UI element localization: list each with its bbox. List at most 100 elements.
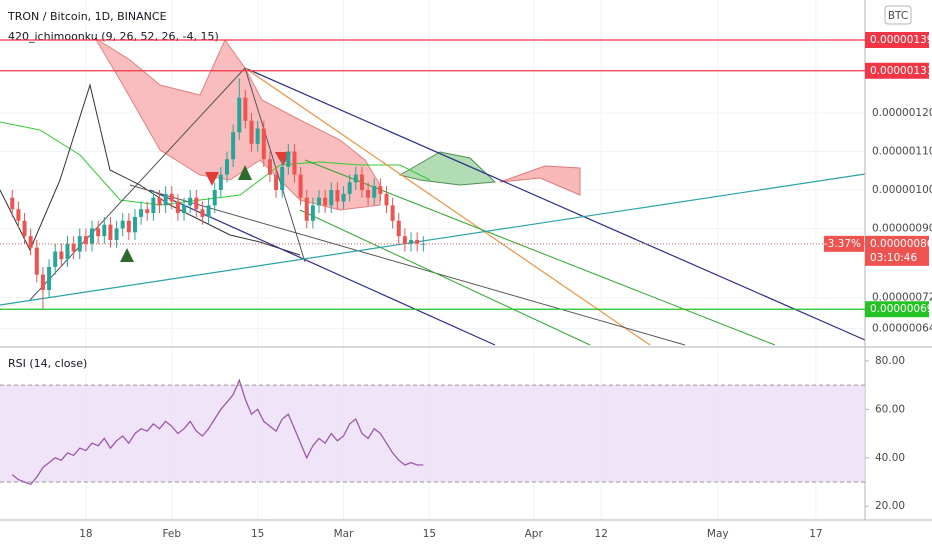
candle-body — [359, 174, 364, 190]
price-change: -3.37% — [824, 238, 861, 250]
y-tick-label: 0.00000110 — [872, 146, 932, 158]
price-label: 0.00000131 — [870, 65, 932, 77]
x-tick-label: 12 — [595, 528, 608, 540]
x-tick-label: 17 — [809, 528, 822, 540]
candle-body — [59, 251, 64, 260]
trendline — [244, 67, 306, 263]
rsi-line — [11, 378, 424, 486]
candle-body — [34, 247, 39, 275]
candle-body — [353, 174, 358, 183]
candle-body — [243, 97, 248, 121]
candle-body — [372, 186, 377, 198]
candle-body — [317, 197, 322, 206]
rsi-title: RSI (14, close) — [8, 357, 87, 370]
trendline — [29, 67, 246, 301]
candle-body — [40, 274, 45, 290]
trendline — [129, 184, 686, 346]
x-tick-label: May — [707, 528, 729, 540]
x-tick-label: 15 — [423, 528, 436, 540]
candle-body — [96, 228, 101, 237]
x-tick-label: 18 — [79, 528, 92, 540]
x-tick-label: Mar — [334, 528, 354, 540]
candle-body — [255, 128, 260, 144]
candle-body — [366, 190, 371, 198]
y-tick-label: 0.00000090 — [872, 222, 932, 234]
currency[interactable]: BTC — [888, 10, 908, 22]
candle-body — [132, 216, 137, 233]
candle-body — [261, 128, 266, 160]
candle-body — [280, 166, 285, 190]
signal-down — [205, 172, 219, 186]
candle-body — [90, 228, 95, 244]
candle-body — [83, 236, 88, 244]
y-tick-label: 40.00 — [875, 452, 905, 464]
signal-up — [238, 165, 252, 180]
price-label: 0.00000139 — [870, 34, 932, 46]
candle-body — [206, 205, 211, 217]
candle-body — [102, 224, 107, 237]
candle-body — [347, 182, 352, 194]
candle-body — [310, 205, 315, 221]
price-label-box — [865, 32, 929, 48]
y-tick-label: 80.00 — [875, 355, 905, 367]
candle-body — [194, 197, 199, 210]
price-label-box — [865, 62, 929, 79]
rsi-band — [0, 385, 865, 482]
candle-body — [329, 190, 334, 206]
candle-body — [304, 197, 309, 221]
candle-body — [218, 174, 223, 190]
candle-body — [292, 151, 297, 175]
candle-body — [274, 174, 279, 190]
y-tick-label: 0.00000100 — [872, 184, 932, 196]
candle-body — [163, 193, 168, 206]
candle-body — [47, 266, 52, 290]
x-tick-label: Apr — [525, 528, 544, 540]
candle-body — [53, 251, 58, 267]
candle-body — [402, 236, 407, 244]
candle-body — [335, 190, 340, 202]
candle-body — [286, 151, 291, 167]
candle-body — [77, 236, 82, 252]
candle-body — [120, 220, 125, 229]
candle-body — [200, 209, 205, 217]
candle-body — [396, 220, 401, 237]
candle-body — [182, 205, 187, 214]
trendline — [299, 209, 591, 346]
y-tick-label: 60.00 — [875, 403, 905, 415]
candle-body — [298, 174, 303, 198]
candle-body — [22, 220, 27, 237]
candle-body — [415, 240, 420, 244]
candle-body — [16, 209, 21, 221]
trendline — [244, 67, 651, 346]
cloud-bearish-future — [499, 165, 581, 196]
trendline — [244, 67, 866, 341]
candle-body — [151, 197, 156, 214]
candle-body — [212, 190, 217, 206]
candle-body — [139, 209, 144, 217]
candle-body — [188, 197, 193, 206]
candle-body — [249, 120, 254, 144]
candle-body — [169, 193, 174, 202]
trendline — [304, 159, 776, 346]
signal-up — [120, 248, 134, 262]
price-label: 0.00000069 — [870, 303, 932, 315]
price-label: 0.00000086 — [870, 238, 932, 250]
candles — [10, 78, 426, 310]
candle-body — [65, 243, 70, 260]
candle-body — [378, 186, 383, 194]
price-label-box — [865, 235, 929, 266]
currency-button[interactable] — [884, 5, 912, 25]
lagging-line — [0, 83, 301, 256]
candle-body — [10, 197, 15, 210]
symbol-title: TRON / Bitcoin, 1D, BINANCE — [7, 10, 167, 23]
candle-body — [390, 205, 395, 221]
candle-body — [237, 97, 242, 133]
candle-body — [114, 228, 119, 240]
candle-body — [108, 224, 113, 240]
candle-body — [175, 201, 180, 214]
candle-body — [145, 209, 150, 214]
kijun-line — [0, 121, 431, 206]
change-box — [824, 235, 864, 252]
y-tick-label: 20.00 — [875, 500, 905, 512]
